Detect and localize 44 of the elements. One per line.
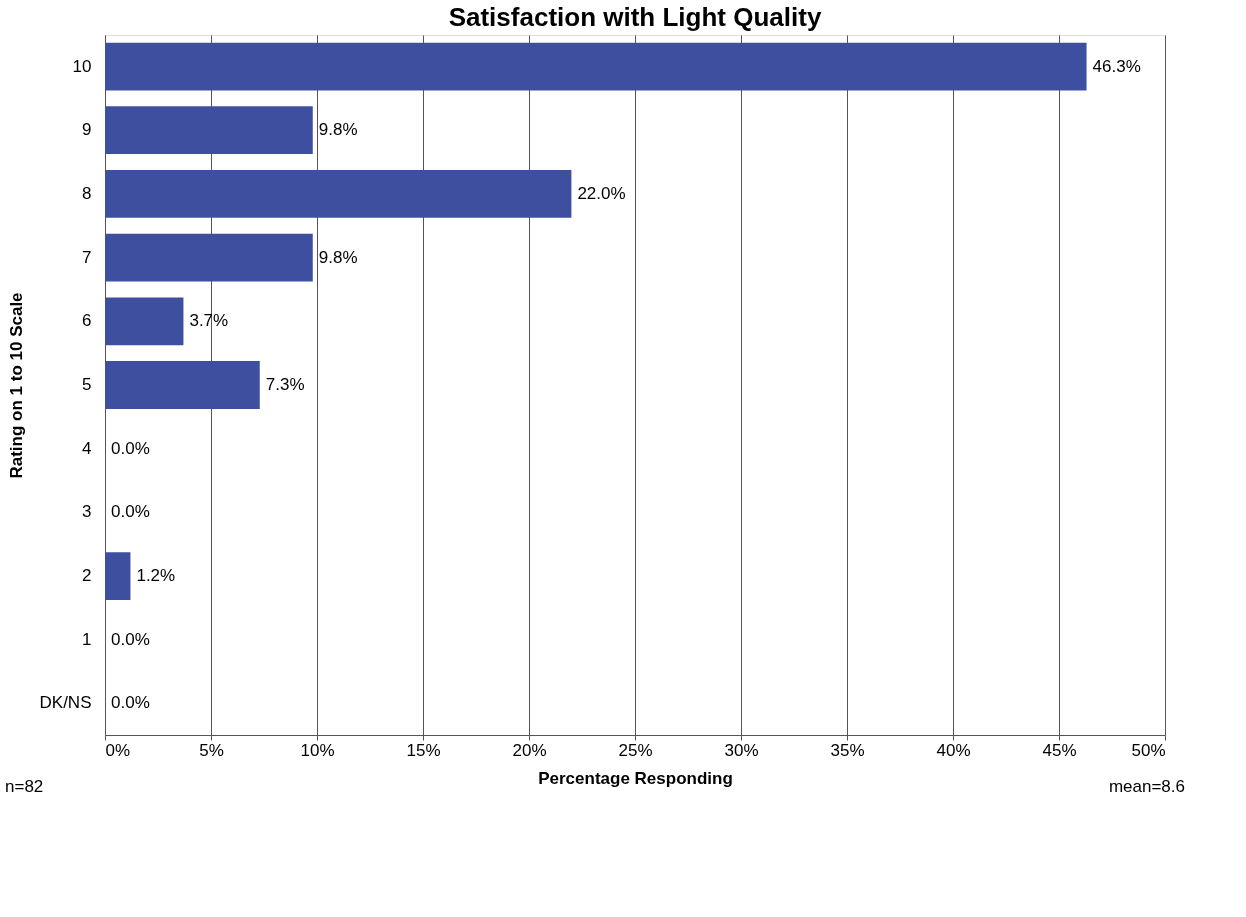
data-label: 9.8% [318, 247, 358, 267]
bar [105, 297, 184, 346]
x-tick-label: 25% [618, 740, 653, 760]
x-axis-title: Percentage Responding [538, 768, 733, 788]
data-label: 1.2% [136, 566, 176, 586]
bar [105, 170, 572, 218]
data-label: 9.8% [318, 120, 358, 140]
bar [105, 233, 313, 282]
x-tick-label: 15% [406, 740, 441, 760]
text: mean=8.6 [1108, 777, 1185, 796]
y-tick-label: 10 [72, 56, 92, 76]
data-label: 0.0% [111, 629, 150, 649]
y-tick-label: 1 [82, 629, 92, 649]
bar [105, 361, 260, 409]
x-tick-label: 40% [936, 740, 971, 760]
y-tick-label: 5 [82, 375, 92, 394]
y-tick-label: 2 [82, 566, 92, 586]
bar [105, 552, 131, 600]
y-tick-label: 6 [82, 311, 92, 331]
y-tick-label: 9 [82, 120, 92, 140]
data-label: 7.3% [265, 375, 305, 394]
text: n=82 [5, 777, 44, 796]
x-tick-label: 50% [1131, 740, 1166, 760]
data-label: 22.0% [577, 183, 626, 203]
y-axis-title: Rating on 1 to 10 Scale [6, 292, 26, 479]
bar [105, 42, 1087, 91]
x-tick-label: 5% [199, 740, 224, 760]
data-label: 0.0% [111, 502, 150, 522]
x-tick-label: 20% [512, 740, 547, 760]
data-label: 46.3% [1092, 56, 1141, 76]
bar [105, 106, 313, 155]
x-tick-label: 30% [724, 740, 759, 760]
y-tick-label: 4 [82, 438, 92, 458]
y-tick-label: DK/NS [39, 693, 92, 713]
data-label: 0.0% [111, 693, 150, 713]
data-label: 0.0% [111, 438, 150, 458]
x-tick-label: 45% [1042, 740, 1077, 760]
chart-title: Satisfaction with Light Quality [448, 2, 822, 32]
y-tick-label: 3 [82, 502, 92, 522]
x-tick-label: 0% [105, 740, 131, 760]
x-tick-label: 10% [300, 740, 335, 760]
x-tick-label: 35% [830, 740, 865, 760]
y-tick-label: 8 [82, 183, 92, 203]
y-tick-label: 7 [82, 247, 92, 267]
